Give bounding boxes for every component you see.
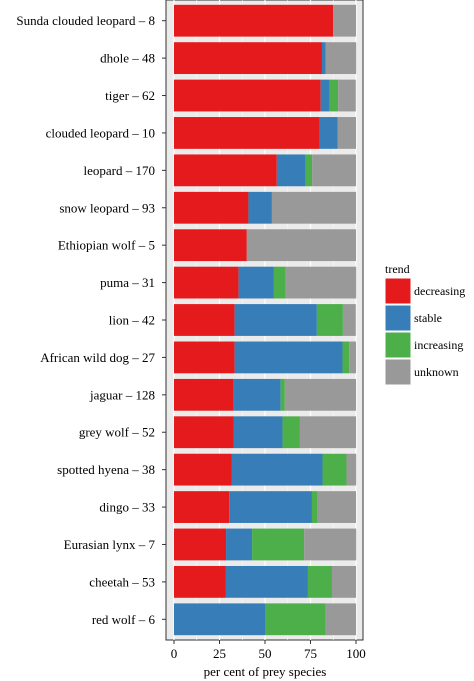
- bar-african-wild-dog-27-stable: [234, 341, 343, 374]
- legend-swatch-unknown: [384, 358, 412, 386]
- bar-spotted-hyena-38-stable: [231, 453, 323, 486]
- bar-puma-31-increasing: [273, 266, 286, 299]
- bar-lion-42-unknown: [342, 304, 356, 336]
- legend-label-unknown: unknown: [414, 365, 459, 379]
- x-axis-title: per cent of prey species: [204, 664, 327, 679]
- x-tick-label: 50: [259, 646, 272, 661]
- bar-dingo-33-increasing: [311, 491, 318, 523]
- legend-label-increasing: increasing: [414, 338, 463, 352]
- bar-lion-42-stable: [234, 304, 317, 336]
- bar-grey-wolf-52-stable: [233, 416, 283, 449]
- bar-snow-leopard-93-decreasing: [174, 191, 249, 224]
- bar-african-wild-dog-27-increasing: [342, 341, 350, 374]
- bar-puma-31-unknown: [285, 266, 357, 299]
- y-tick-labels: Sunda clouded leopard – 8 dhole – 48 tiger…: [16, 13, 166, 627]
- bar-jaguar-128-decreasing: [174, 378, 234, 411]
- legend: trend decreasing stable increasing unknown: [384, 262, 465, 386]
- legend-label-stable: stable: [414, 311, 442, 325]
- bar-leopard-170-stable: [276, 154, 306, 187]
- y-tick-label: grey wolf – 52: [79, 425, 155, 440]
- bar-lion-42-decreasing: [174, 304, 235, 336]
- bar-grey-wolf-52-increasing: [282, 416, 300, 449]
- x-tick-label: 100: [346, 646, 366, 661]
- bar-dingo-33-decreasing: [174, 491, 230, 523]
- bar-african-wild-dog-27-unknown: [349, 341, 356, 374]
- y-tick-label: cheetah – 53: [89, 574, 155, 589]
- bar-puma-31-decreasing: [174, 266, 239, 299]
- bar-grey-wolf-52-decreasing: [174, 416, 234, 449]
- bar-clouded-leopard-10-decreasing: [174, 117, 320, 149]
- bar-eurasian-lynx-7-stable: [226, 528, 253, 561]
- y-tick-label: snow leopard – 93: [59, 200, 155, 215]
- bar-ethiopian-wolf-5-unknown: [246, 229, 356, 262]
- legend-swatch-decreasing: [384, 277, 412, 305]
- bar-spotted-hyena-38-decreasing: [174, 453, 232, 486]
- bar-cheetah-53-decreasing: [174, 565, 226, 598]
- bar-eurasian-lynx-7-unknown: [304, 528, 357, 561]
- y-tick-label: Sunda clouded leopard – 8: [16, 13, 155, 28]
- bars: [174, 4, 357, 636]
- y-tick-label: clouded leopard – 10: [46, 125, 155, 140]
- bar-eurasian-lynx-7-decreasing: [174, 528, 227, 561]
- bar-spotted-hyena-38-increasing: [322, 453, 347, 486]
- y-tick-label: dhole – 48: [100, 51, 155, 66]
- bar-ethiopian-wolf-5-decreasing: [174, 229, 247, 262]
- bar-cheetah-53-increasing: [307, 565, 332, 598]
- bar-dingo-33-stable: [229, 491, 312, 523]
- y-tick-label: tiger – 62: [105, 88, 155, 103]
- bar-red-wolf-6-increasing: [265, 603, 326, 636]
- bar-african-wild-dog-27-decreasing: [174, 341, 235, 374]
- legend-label-decreasing: decreasing: [414, 284, 465, 298]
- x-tick-label: 25: [213, 646, 226, 661]
- x-tick-label: 75: [304, 646, 317, 661]
- bar-dingo-33-unknown: [317, 491, 356, 523]
- legend-swatch-increasing: [384, 331, 412, 359]
- bar-jaguar-128-stable: [233, 378, 281, 411]
- bar-tiger-62-unknown: [338, 79, 356, 112]
- bar-leopard-170-increasing: [305, 154, 313, 187]
- y-tick-label: puma – 31: [100, 275, 155, 290]
- y-tick-label: Eurasian lynx – 7: [64, 537, 156, 552]
- y-tick-label: African wild dog – 27: [40, 350, 155, 365]
- y-tick-label: spotted hyena – 38: [57, 462, 155, 477]
- y-tick-label: dingo – 33: [99, 500, 155, 515]
- bar-tiger-62-stable: [320, 79, 330, 112]
- y-tick-label: jaguar – 128: [89, 387, 155, 402]
- bar-eurasian-lynx-7-increasing: [252, 528, 305, 561]
- bar-sunda-clouded-leopard-8-decreasing: [174, 4, 334, 37]
- bar-dhole-48-decreasing: [174, 42, 322, 75]
- y-tick-label: lion – 42: [109, 313, 155, 328]
- bar-dhole-48-unknown: [325, 42, 357, 75]
- bar-snow-leopard-93-unknown: [271, 191, 356, 224]
- bar-snow-leopard-93-stable: [248, 191, 272, 224]
- bar-red-wolf-6-unknown: [325, 603, 356, 636]
- bar-cheetah-53-unknown: [331, 565, 356, 598]
- bar-tiger-62-increasing: [329, 79, 339, 112]
- bar-puma-31-stable: [238, 266, 274, 299]
- bar-tiger-62-decreasing: [174, 79, 321, 112]
- bar-clouded-leopard-10-stable: [319, 117, 338, 149]
- bar-cheetah-53-stable: [225, 565, 308, 598]
- x-tick-label: 0: [171, 646, 178, 661]
- bar-leopard-170-decreasing: [174, 154, 277, 187]
- y-tick-label: leopard – 170: [84, 163, 155, 178]
- legend-title: trend: [385, 262, 410, 276]
- legend-items: decreasing stable increasing unknown: [384, 277, 465, 386]
- bar-red-wolf-6-stable: [174, 603, 265, 636]
- bar-dhole-48-stable: [321, 42, 326, 75]
- bar-spotted-hyena-38-unknown: [346, 453, 357, 486]
- y-tick-label: red wolf – 6: [92, 612, 156, 627]
- bar-sunda-clouded-leopard-8-unknown: [333, 4, 356, 37]
- bar-leopard-170-unknown: [312, 154, 356, 187]
- y-tick-label: Ethiopian wolf – 5: [58, 238, 155, 253]
- bar-clouded-leopard-10-unknown: [337, 117, 356, 149]
- bar-jaguar-128-increasing: [280, 378, 285, 411]
- bar-jaguar-128-unknown: [284, 378, 356, 411]
- legend-swatch-stable: [384, 304, 412, 332]
- bar-lion-42-increasing: [316, 304, 343, 336]
- x-axis: 0 25 50 75 100: [171, 640, 366, 661]
- bar-grey-wolf-52-unknown: [299, 416, 356, 449]
